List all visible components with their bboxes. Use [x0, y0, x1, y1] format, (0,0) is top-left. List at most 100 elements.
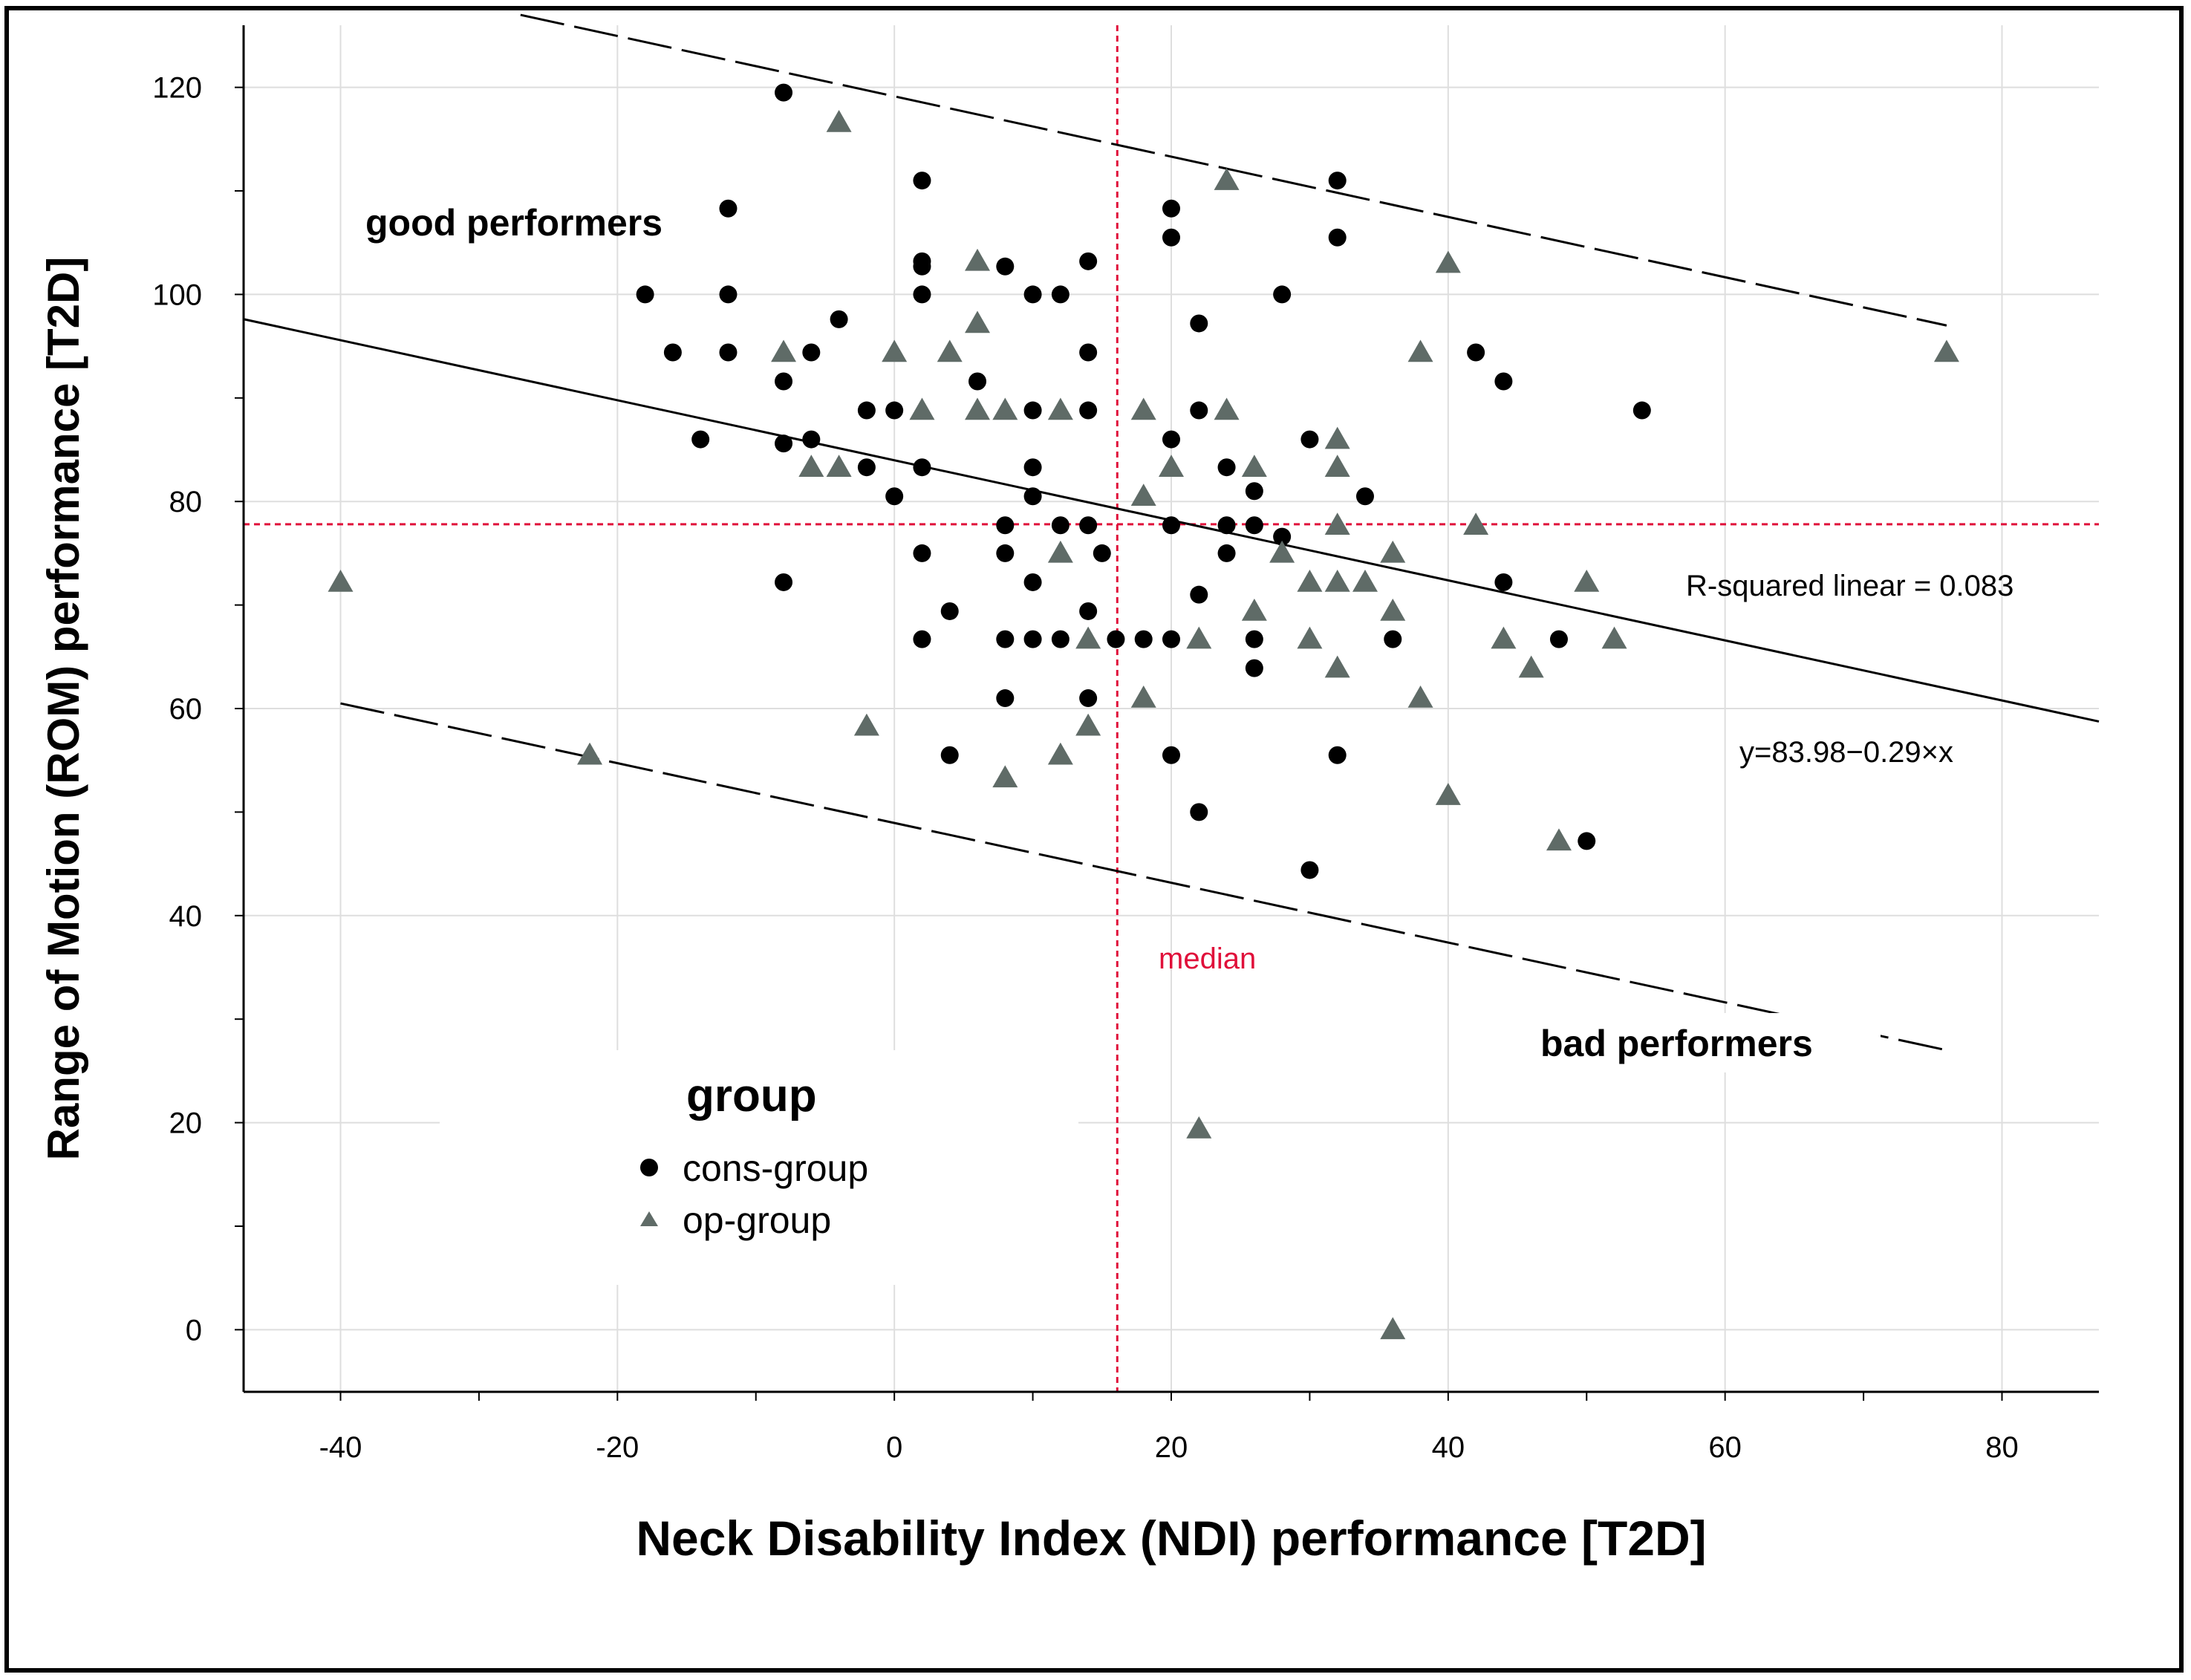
data-point-cons — [1079, 516, 1098, 535]
y-tick-label: 20 — [169, 1107, 203, 1140]
upper-bound-line — [520, 13, 1947, 327]
data-point-op — [965, 397, 991, 420]
data-point-cons — [940, 602, 959, 620]
data-point-op — [1159, 455, 1184, 477]
data-point-cons — [996, 544, 1015, 562]
data-point-op — [1435, 250, 1461, 273]
data-point-op — [1324, 512, 1350, 535]
data-point-op — [1546, 828, 1572, 851]
data-point-cons — [913, 458, 931, 477]
data-point-op — [1047, 540, 1073, 563]
data-point-cons — [719, 343, 738, 362]
data-point-op — [937, 339, 963, 362]
data-point-cons — [1273, 285, 1292, 304]
data-point-cons — [1079, 343, 1098, 362]
r-squared-label: R-squared linear = 0.083 — [1686, 570, 2013, 602]
data-point-op — [1380, 1317, 1406, 1340]
data-point-op — [1324, 455, 1350, 477]
data-point-op — [1324, 569, 1350, 592]
data-point-op — [1130, 686, 1156, 708]
median-label: median — [1159, 942, 1256, 975]
data-point-cons — [1093, 544, 1111, 562]
data-point-cons — [1217, 516, 1236, 535]
data-point-cons — [1245, 516, 1263, 535]
data-point-cons — [1079, 401, 1098, 420]
data-point-op — [882, 339, 908, 362]
data-point-cons — [1051, 516, 1070, 535]
data-point-op — [1047, 397, 1073, 420]
data-point-cons — [1162, 430, 1180, 449]
x-tick-label: -40 — [319, 1431, 362, 1464]
data-point-op — [1324, 426, 1350, 449]
data-point-op — [1130, 484, 1156, 506]
data-point-cons — [1190, 314, 1208, 333]
data-point-op — [965, 310, 991, 333]
data-point-cons — [1328, 746, 1347, 764]
data-point-cons — [996, 689, 1015, 708]
data-point-cons — [775, 83, 793, 102]
data-point-cons — [1162, 746, 1180, 764]
data-point-op — [1186, 1116, 1212, 1139]
data-point-op — [1352, 569, 1378, 592]
data-point-cons — [775, 434, 793, 453]
data-point-cons — [719, 199, 738, 218]
data-point-cons — [1079, 602, 1098, 620]
y-tick-label: 100 — [152, 279, 202, 311]
x-tick-label: 80 — [1985, 1431, 2019, 1464]
data-point-cons — [996, 630, 1015, 648]
good-performers-label: good performers — [365, 202, 662, 244]
data-point-cons — [1051, 630, 1070, 648]
data-point-cons — [719, 285, 738, 304]
data-point-op — [826, 455, 852, 477]
data-point-cons — [913, 630, 931, 648]
data-point-cons — [857, 401, 876, 420]
data-point-op — [328, 569, 354, 592]
data-point-cons — [802, 343, 821, 362]
data-point-op — [1186, 626, 1212, 649]
y-ticks: 0 20 40 60 80 100 120 — [152, 72, 244, 1347]
data-point-op — [1047, 742, 1073, 765]
data-point-cons — [1549, 630, 1568, 648]
data-point-op — [1435, 783, 1461, 805]
legend-box — [440, 1050, 1078, 1285]
data-point-cons — [1217, 458, 1236, 477]
data-point-op — [1130, 397, 1156, 420]
x-tick-label: 0 — [886, 1431, 902, 1464]
data-point-cons — [775, 573, 793, 591]
bad-performers-label: bad performers — [1540, 1023, 1813, 1064]
data-point-op — [1241, 598, 1267, 621]
data-point-cons — [1273, 527, 1292, 546]
data-point-op — [1933, 339, 1959, 362]
legend-label-cons: cons-group — [683, 1147, 868, 1189]
data-point-cons — [913, 544, 931, 562]
data-point-op — [992, 397, 1018, 420]
data-point-cons — [1079, 689, 1098, 708]
data-point-op — [1297, 569, 1323, 592]
data-point-cons — [1079, 252, 1098, 270]
y-tick-label: 0 — [186, 1314, 202, 1347]
data-point-cons — [1162, 228, 1180, 247]
data-point-cons — [913, 285, 931, 304]
grid — [244, 25, 2099, 1392]
x-tick-label: -20 — [596, 1431, 639, 1464]
x-tick-label: 40 — [1432, 1431, 1465, 1464]
data-point-op — [1574, 569, 1600, 592]
data-point-cons — [913, 257, 931, 276]
data-point-cons — [1217, 544, 1236, 562]
legend-marker-op — [640, 1211, 658, 1226]
y-tick-label: 120 — [152, 72, 202, 105]
data-point-cons — [1578, 832, 1596, 850]
legend-label-op: op-group — [683, 1199, 831, 1241]
data-point-cons — [1328, 172, 1347, 190]
data-point-cons — [1494, 573, 1513, 591]
data-point-op — [1518, 655, 1544, 678]
x-tick-label: 20 — [1155, 1431, 1188, 1464]
data-point-op — [798, 455, 824, 477]
data-point-cons — [996, 516, 1015, 535]
legend-marker-cons — [640, 1159, 658, 1176]
y-tick-label: 40 — [169, 900, 203, 933]
data-point-op — [1075, 713, 1101, 736]
data-point-op — [1324, 655, 1350, 678]
data-point-cons — [885, 487, 904, 506]
data-point-cons — [885, 401, 904, 420]
